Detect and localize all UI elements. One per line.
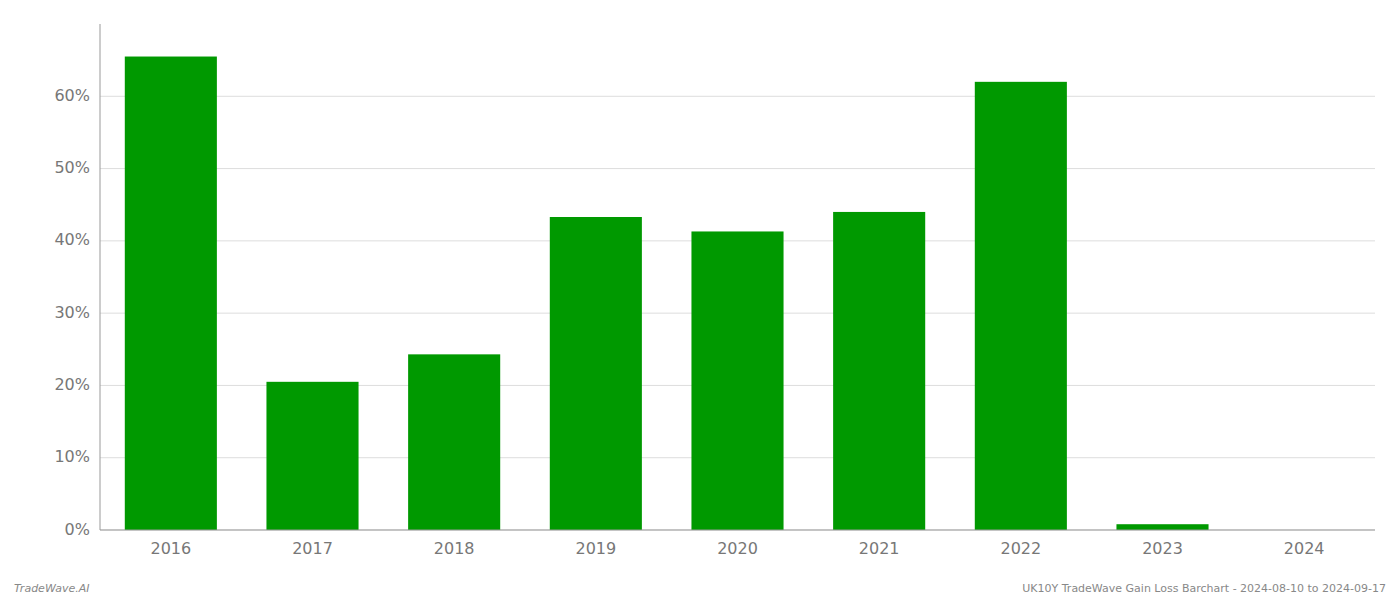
y-axis-line bbox=[100, 24, 101, 530]
x-tick-label: 2022 bbox=[1000, 539, 1041, 558]
bar bbox=[550, 217, 642, 530]
grid-line bbox=[100, 168, 1375, 169]
bar bbox=[833, 212, 925, 530]
x-axis-line bbox=[100, 530, 1375, 531]
bar bbox=[125, 57, 217, 530]
x-tick-label: 2023 bbox=[1142, 539, 1183, 558]
x-tick-label: 2020 bbox=[717, 539, 758, 558]
grid-line bbox=[100, 530, 1375, 531]
chart: 0% 10% 20% 30% 40% 50% 60% 2016 2017 2018 2019 2020… bbox=[0, 0, 1400, 600]
bar bbox=[408, 354, 500, 530]
y-tick-label: 20% bbox=[54, 375, 90, 394]
y-tick-label: 60% bbox=[54, 86, 90, 105]
annotation: TradeWave.AI bbox=[14, 582, 89, 595]
bar bbox=[691, 231, 783, 530]
bar bbox=[1116, 524, 1208, 530]
grid bbox=[100, 96, 1375, 530]
y-tick-label: 30% bbox=[54, 303, 90, 322]
grid-line bbox=[100, 96, 1375, 97]
y-tick-label: 40% bbox=[54, 230, 90, 249]
y-tick-label: 10% bbox=[54, 447, 90, 466]
x-tick-label: 2017 bbox=[292, 539, 333, 558]
annotation: UK10Y TradeWave Gain Loss Barchart - 202… bbox=[1022, 582, 1386, 595]
y-tick-label: 0% bbox=[65, 520, 90, 539]
x-tick-label: 2016 bbox=[150, 539, 191, 558]
bar bbox=[266, 382, 358, 530]
x-tick-label: 2019 bbox=[575, 539, 616, 558]
x-tick-label: 2021 bbox=[859, 539, 900, 558]
x-tick-label: 2018 bbox=[434, 539, 475, 558]
bar bbox=[975, 82, 1067, 530]
x-tick-label: 2024 bbox=[1284, 539, 1325, 558]
bars bbox=[125, 57, 1209, 530]
y-tick-label: 50% bbox=[54, 158, 90, 177]
